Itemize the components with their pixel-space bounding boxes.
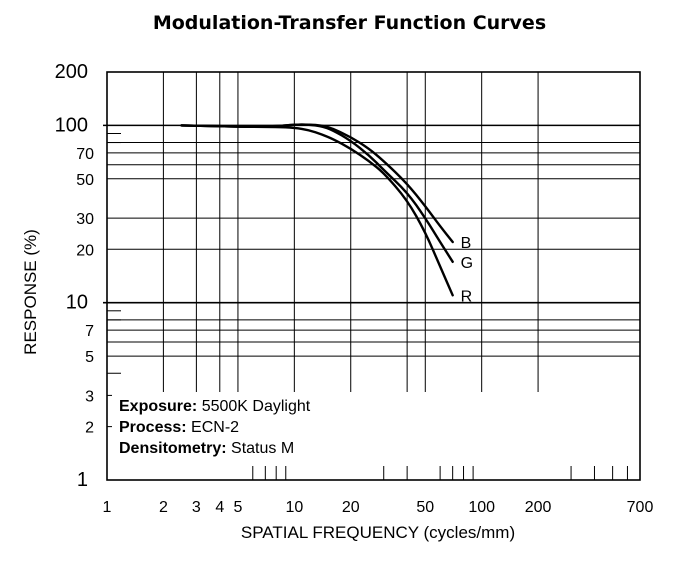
y-tick-label: 10 <box>66 292 88 314</box>
x-tick-label: 1 <box>103 499 112 516</box>
chart-title: Modulation-Transfer Function Curves <box>152 12 547 34</box>
exposure-label: Exposure: <box>119 398 198 415</box>
y-tick-label: 7 <box>85 323 94 340</box>
process-label: Process: <box>119 419 187 436</box>
exposure-line: Exposure: 5500K Daylight <box>119 396 345 417</box>
conditions-box: Exposure: 5500K Daylight Process: ECN-2 … <box>112 392 352 464</box>
x-tick-labels: 1 2 3 4 5 10 20 50 100 200 700 <box>103 499 654 516</box>
x-tick-label: 20 <box>342 499 360 516</box>
y-tick-label: 30 <box>76 211 94 228</box>
series-label-b: B <box>461 235 472 252</box>
plot-frame <box>106 71 641 481</box>
y-tick-label: 20 <box>76 242 94 259</box>
x-tick-label: 100 <box>468 499 495 516</box>
x-tick-label: 4 <box>215 499 224 516</box>
y-tick-label: 3 <box>85 388 94 405</box>
x-tick-label: 50 <box>416 499 434 516</box>
y-tick-label: 2 <box>85 420 94 437</box>
y-tick-label: 100 <box>55 114 88 136</box>
grid-lines <box>103 72 640 392</box>
x-tick-label: 10 <box>285 499 303 516</box>
x-tick-label: 5 <box>233 499 242 516</box>
series-label-g: G <box>461 255 473 272</box>
series-label-r: R <box>461 288 473 305</box>
y-tick-label: 200 <box>55 61 88 83</box>
series-labels: BGR <box>461 235 473 305</box>
y-tick-label: 1 <box>77 469 88 491</box>
y-tick-labels: 1 2 3 5 7 10 20 30 50 70 100 200 <box>55 61 94 491</box>
x-tick-label: 200 <box>525 499 552 516</box>
y-tick-label: 5 <box>85 349 94 366</box>
x-axis-label: SPATIAL FREQUENCY (cycles/mm) <box>240 523 516 542</box>
y-tick-label: 50 <box>76 172 94 189</box>
x-tick-label: 2 <box>159 499 168 516</box>
process-line: Process: ECN-2 <box>119 417 345 438</box>
x-tick-label: 700 <box>627 499 654 516</box>
densitometry-line: Densitometry: Status M <box>119 438 345 459</box>
process-value: ECN-2 <box>186 419 240 436</box>
x-tick-label: 3 <box>192 499 201 516</box>
densitometry-value: Status M <box>226 440 295 457</box>
series-line-g <box>180 123 454 263</box>
series-line-r <box>180 124 454 297</box>
y-tick-label: 70 <box>76 146 94 163</box>
series-lines <box>180 123 454 297</box>
y-axis-label: RESPONSE (%) <box>21 229 40 355</box>
densitometry-label: Densitometry: <box>119 440 227 457</box>
exposure-value: 5500K Daylight <box>197 398 311 415</box>
